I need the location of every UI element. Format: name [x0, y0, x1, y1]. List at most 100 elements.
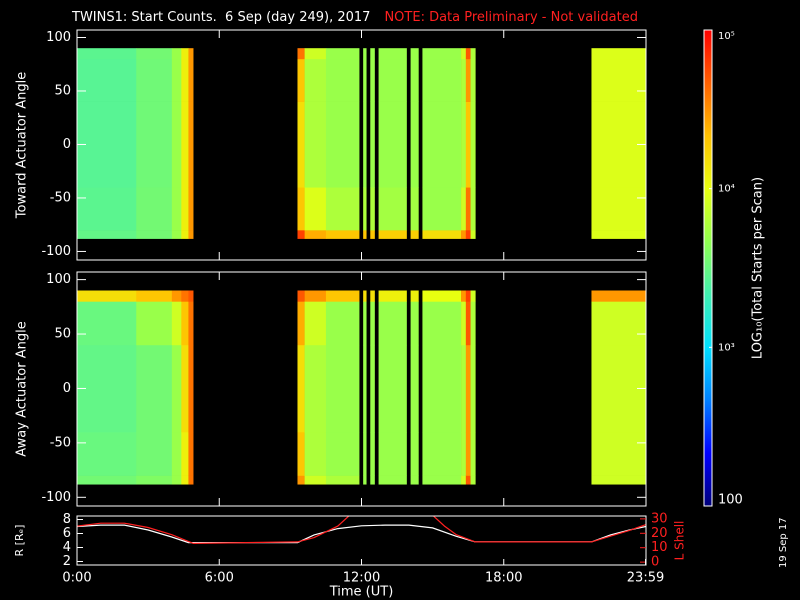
- heatmap-cell: [422, 48, 462, 60]
- heatmap-cell: [77, 431, 137, 476]
- title: TWINS1: Start Counts. 6 Sep (day 249), 2…: [71, 10, 638, 25]
- heatmap-cell: [470, 187, 476, 231]
- heatmap-cell: [171, 187, 182, 231]
- heatmap-cell: [188, 58, 194, 102]
- y-tick-label: 0: [63, 137, 71, 152]
- heatmap-cell: [77, 344, 137, 433]
- heatmap-cell: [461, 187, 467, 231]
- heatmap-cell: [136, 431, 173, 476]
- heatmap-cell: [188, 48, 194, 60]
- heatmap-cell: [181, 187, 189, 231]
- x-tick-label: 0:00: [62, 571, 91, 586]
- heatmap-cell: [325, 230, 360, 239]
- heatmap-cell: [136, 187, 173, 231]
- heatmap-cell: [77, 475, 137, 485]
- heatmap-cell: [181, 290, 189, 302]
- heatmap-cell: [370, 301, 375, 346]
- heatmap-cell: [410, 301, 419, 346]
- heatmap-cell: [171, 230, 182, 239]
- heatmap-cell: [181, 58, 189, 102]
- heatmap-cell: [470, 48, 476, 60]
- heatmap-cell: [171, 48, 182, 60]
- heatmap-cell: [297, 301, 305, 346]
- heatmap-cell: [181, 475, 189, 485]
- heatmap-cell: [188, 344, 194, 433]
- heatmap-cell: [410, 431, 419, 476]
- heatmap-cell: [136, 101, 173, 188]
- y2-tick-label: 30: [651, 511, 668, 526]
- heatmap-cell: [410, 101, 419, 188]
- heatmap-cell: [465, 187, 471, 231]
- heatmap-cell: [181, 301, 189, 346]
- colorbar: [703, 29, 713, 507]
- heatmap-cell: [171, 290, 182, 302]
- heatmap-cell: [363, 58, 367, 102]
- heatmap-cell: [297, 58, 305, 102]
- heatmap-cell: [422, 230, 462, 239]
- heatmap-cell: [422, 344, 462, 433]
- heatmap-cell: [591, 187, 647, 231]
- heatmap-cell: [77, 187, 137, 231]
- heatmap-cell: [171, 431, 182, 476]
- heatmap-cell: [470, 101, 476, 188]
- heatmap-cell: [181, 48, 189, 60]
- heatmap-cell: [465, 230, 471, 239]
- heatmap-cell: [591, 58, 647, 102]
- heatmap-cell: [378, 431, 407, 476]
- heatmap-cell: [461, 58, 467, 102]
- y-tick-label: -100: [41, 490, 71, 505]
- date-stamp: 19 Sep 17: [778, 517, 789, 568]
- heatmap-cell: [297, 431, 305, 476]
- heatmap-cell: [325, 48, 360, 60]
- heatmap-cell: [297, 475, 305, 485]
- heatmap-cell: [325, 290, 360, 302]
- x-tick-label: 12:00: [343, 571, 380, 586]
- heatmap-cell: [465, 290, 471, 302]
- heatmap-cell: [461, 431, 467, 476]
- y-tick-label: -100: [41, 244, 71, 259]
- heatmap-cell: [422, 58, 462, 102]
- heatmap-cell: [297, 290, 305, 302]
- heatmap-cell: [304, 187, 327, 231]
- heatmap-cell: [297, 48, 305, 60]
- y-tick-label: 50: [54, 83, 71, 98]
- plot-frame: [76, 515, 647, 566]
- heatmap-cell: [136, 301, 173, 346]
- heatmap-cell: [363, 101, 367, 188]
- heatmap-cell: [591, 290, 647, 302]
- heatmap-cell: [77, 290, 137, 302]
- heatmap-cell: [370, 230, 375, 239]
- heatmap-cell: [77, 301, 137, 346]
- heatmap-cell: [363, 290, 367, 302]
- heatmap-cell: [378, 101, 407, 188]
- y2-tick-label: 10: [651, 540, 668, 555]
- heatmap-cell: [136, 290, 173, 302]
- heatmap-cell: [410, 344, 419, 433]
- y-axis-title: Away Actuator Angle: [15, 321, 30, 456]
- heatmap-cell: [188, 475, 194, 485]
- heatmap-cell: [410, 58, 419, 102]
- y-tick-label: 0: [63, 381, 71, 396]
- heatmap-cell: [461, 290, 467, 302]
- heatmap-cell: [363, 475, 367, 485]
- y-tick-label: 6: [63, 526, 71, 541]
- heatmap-cell: [370, 344, 375, 433]
- heatmap-cell: [363, 431, 367, 476]
- heatmap-cell: [470, 230, 476, 239]
- y-axis-title: R [Rₑ]: [13, 525, 26, 557]
- series-line: [77, 516, 646, 545]
- heatmap-cell: [363, 230, 367, 239]
- heatmap-cell: [591, 230, 647, 239]
- heatmap-cell: [370, 101, 375, 188]
- colorbar-title: LOG₁₀(Total Starts per Scan): [751, 177, 766, 359]
- y-tick-label: 8: [63, 512, 71, 527]
- y-axis-title: Toward Actuator Angle: [15, 72, 30, 219]
- heatmap-cell: [181, 101, 189, 188]
- heatmap-cell: [188, 301, 194, 346]
- heatmap-cell: [297, 230, 305, 239]
- heatmap-cell: [325, 101, 360, 188]
- heatmap-cell: [363, 48, 367, 60]
- heatmap-cell: [422, 431, 462, 476]
- heatmap-cell: [325, 301, 360, 346]
- heatmap-cell: [304, 475, 327, 485]
